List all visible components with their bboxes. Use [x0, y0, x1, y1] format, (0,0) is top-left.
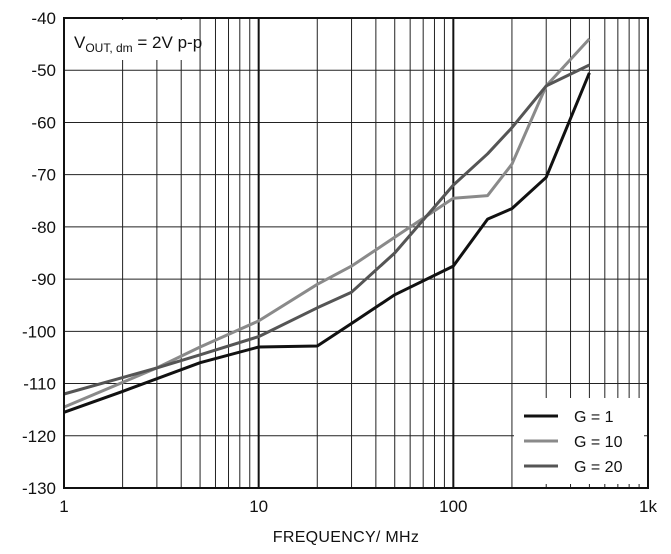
annotation: VOUT, dm = 2V p-p [66, 20, 202, 60]
annotation-text: VOUT, dm = 2V p-p [74, 33, 202, 55]
series-line-2 [63, 37, 591, 409]
y-tick-label: -60 [31, 113, 56, 132]
series-line-3 [63, 63, 591, 396]
y-tick-label: -120 [22, 427, 56, 446]
x-tick-label: 1k [639, 497, 657, 516]
x-axis-label: FREQUENCY/ MHz [273, 529, 419, 546]
plot-border [63, 17, 649, 489]
legend: G = 1 G = 10 G = 20 [514, 398, 644, 484]
annotation-box [66, 20, 182, 60]
y-tick-label: -80 [31, 218, 56, 237]
series-layer [63, 37, 591, 414]
x-tick-label: 1 [59, 497, 68, 516]
y-tick-label: -50 [31, 61, 56, 80]
series-line-1 [63, 72, 591, 414]
x-tick-label: 100 [439, 497, 467, 516]
plot-frame [63, 17, 649, 489]
x-tick-label: 10 [249, 497, 268, 516]
y-tick-label: -40 [31, 9, 56, 28]
y-tick-label: -130 [22, 479, 56, 498]
legend-label-1: G = 1 [574, 409, 614, 426]
legend-label-3: G = 20 [574, 459, 623, 476]
y-tick-label: -90 [31, 270, 56, 289]
y-tick-label: -100 [22, 322, 56, 341]
y-tick-label: -110 [23, 375, 56, 394]
legend-label-2: G = 10 [574, 434, 623, 451]
y-tick-label: -70 [31, 166, 56, 185]
